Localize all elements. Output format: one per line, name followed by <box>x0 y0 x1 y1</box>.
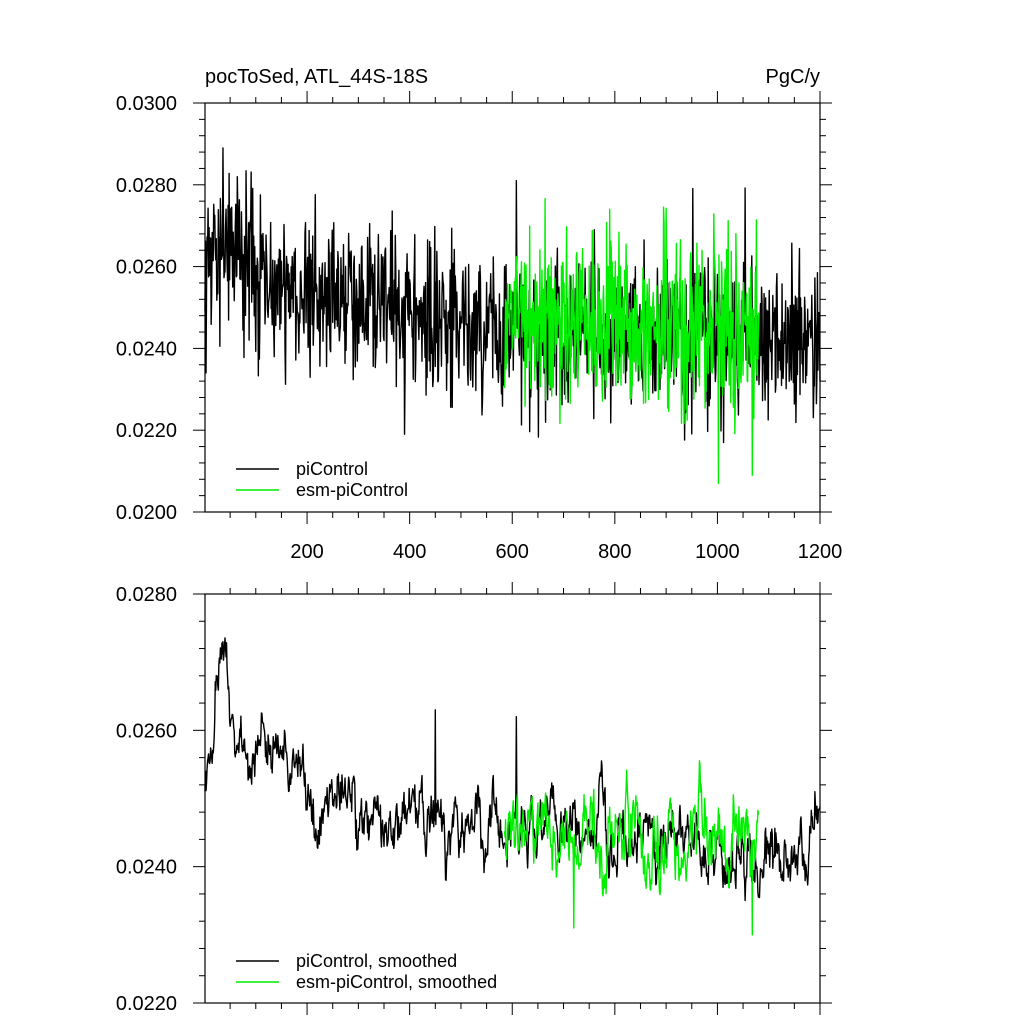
x-tick-label: 400 <box>393 541 426 563</box>
y-tick-label: 0.0300 <box>116 93 177 115</box>
series-line-esm-picontrol-smoothed <box>503 760 760 936</box>
series-line-esm-picontrol <box>503 198 760 485</box>
bottom-legend: piControl, smoothed esm-piControl, smoot… <box>236 951 497 992</box>
top-series-layer <box>204 147 821 485</box>
legend-label-picontrol: piControl <box>296 459 368 479</box>
y-tick-label: 0.0240 <box>116 857 177 879</box>
y-tick-label: 0.0220 <box>116 993 177 1015</box>
x-tick-label: 200 <box>290 541 323 563</box>
bottom-plot-frame <box>204 593 821 1004</box>
x-tick-label: 800 <box>598 541 631 563</box>
y-tick-label: 0.0200 <box>116 502 177 524</box>
legend-label-esm-picontrol-smoothed: esm-piControl, smoothed <box>296 972 497 992</box>
bottom-panel: 0.0220 0.0240 0.0260 0.0280 piControl, smoo… <box>116 582 832 1015</box>
top-panel: pocToSed, ATL_44S-18S PgC/y 0.0200 0.0220… <box>116 66 842 563</box>
y-tick-label: 0.0220 <box>116 420 177 442</box>
chart-title-left: pocToSed, ATL_44S-18S <box>205 66 428 88</box>
y-tick-label: 0.0260 <box>116 257 177 279</box>
y-tick-label: 0.0260 <box>116 720 177 742</box>
top-plot-frame <box>204 102 821 513</box>
bottom-ticks: 0.0220 0.0240 0.0260 0.0280 <box>116 582 832 1015</box>
y-tick-label: 0.0240 <box>116 338 177 360</box>
y-tick-label: 0.0280 <box>116 584 177 606</box>
bottom-series-layer <box>204 637 821 936</box>
x-tick-label: 600 <box>496 541 529 563</box>
y-tick-label: 0.0280 <box>116 175 177 197</box>
legend-label-picontrol-smoothed: piControl, smoothed <box>296 951 457 971</box>
x-tick-label: 1000 <box>695 541 740 563</box>
chart-units-label: PgC/y <box>766 66 820 88</box>
top-legend: piControl esm-piControl <box>236 459 408 500</box>
top-ticks: 0.0200 0.0220 0.0240 0.0260 0.0280 0.0300 200 4… <box>116 91 842 563</box>
x-tick-label: 1200 <box>798 541 843 563</box>
legend-label-esm-picontrol: esm-piControl <box>296 480 408 500</box>
